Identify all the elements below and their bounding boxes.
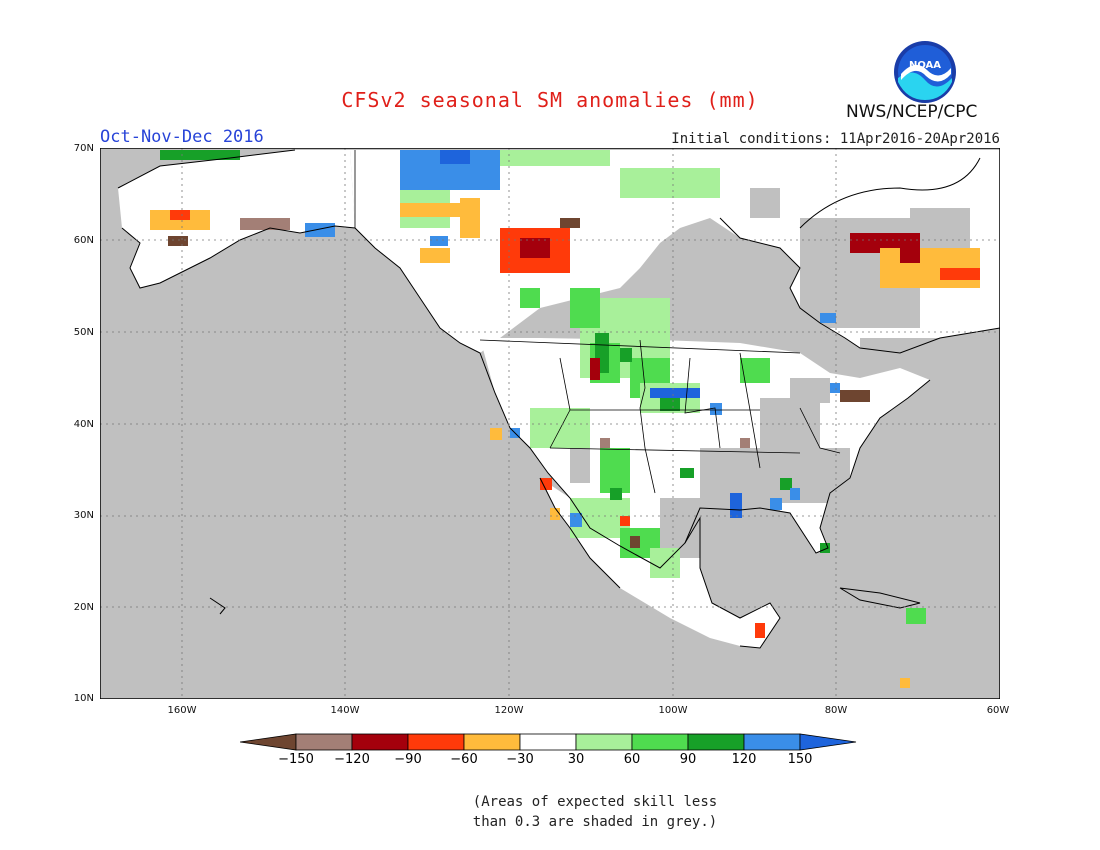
anomaly-cells-orange-red (150, 198, 980, 688)
legend-swatch (351, 733, 409, 751)
legend-swatch (631, 733, 689, 751)
skill-note-line2: than 0.3 are shaded in grey.) (472, 814, 718, 830)
legend-label: 30 (567, 752, 585, 767)
legend-swatch (407, 733, 465, 751)
lat-label: 60N (73, 235, 94, 246)
soil-moisture-map (100, 148, 1000, 699)
map-title: CFSv2 seasonal SM anomalies (mm) (341, 88, 759, 112)
legend-label: 60 (623, 752, 641, 767)
legend-swatch (575, 733, 633, 751)
skill-note: (Areas of expected skill less than 0.3 a… (0, 792, 1100, 832)
legend-label: 150 (787, 752, 813, 767)
lon-label: 100W (658, 705, 688, 716)
color-legend (240, 733, 857, 751)
lon-label: 140W (330, 705, 360, 716)
legend-swatch (295, 733, 353, 751)
legend-swatch (687, 733, 745, 751)
legend-label: 120 (731, 752, 757, 767)
svg-text:NOAA: NOAA (909, 60, 941, 71)
legend-label: −60 (450, 752, 478, 767)
lat-label: 30N (73, 510, 94, 521)
legend-swatch (799, 733, 857, 751)
political-borders (354, 150, 841, 494)
noaa-logo: NOAA (894, 41, 956, 103)
graticule (100, 148, 1000, 699)
lon-label: 160W (167, 705, 197, 716)
lon-label: 80W (824, 705, 848, 716)
coastlines (117, 149, 1000, 649)
lat-label: 10N (73, 693, 94, 704)
agency-label: NWS/NCEP/CPC (846, 102, 978, 122)
season-label: Oct-Nov-Dec 2016 (100, 127, 264, 147)
lat-label: 20N (73, 602, 94, 613)
anomaly-cells-green (160, 150, 926, 624)
lon-label: 120W (494, 705, 524, 716)
lat-label: 50N (73, 327, 94, 338)
legend-label: 90 (679, 752, 697, 767)
lat-label: 70N (73, 143, 94, 154)
initial-conditions-label: Initial conditions: 11Apr2016-20Apr2016 (671, 131, 1000, 147)
lon-label: 60W (986, 705, 1010, 716)
skill-note-line1: (Areas of expected skill less (472, 794, 718, 810)
legend-label: −150 (278, 752, 314, 767)
legend-swatch (743, 733, 801, 751)
legend-swatch (463, 733, 521, 751)
anomaly-cells-brown (168, 218, 870, 548)
legend-swatch (519, 733, 577, 751)
legend-swatch (240, 733, 297, 751)
legend-label: −120 (334, 752, 370, 767)
lat-label: 40N (73, 419, 94, 430)
legend-label: −90 (394, 752, 422, 767)
legend-label: −30 (506, 752, 534, 767)
